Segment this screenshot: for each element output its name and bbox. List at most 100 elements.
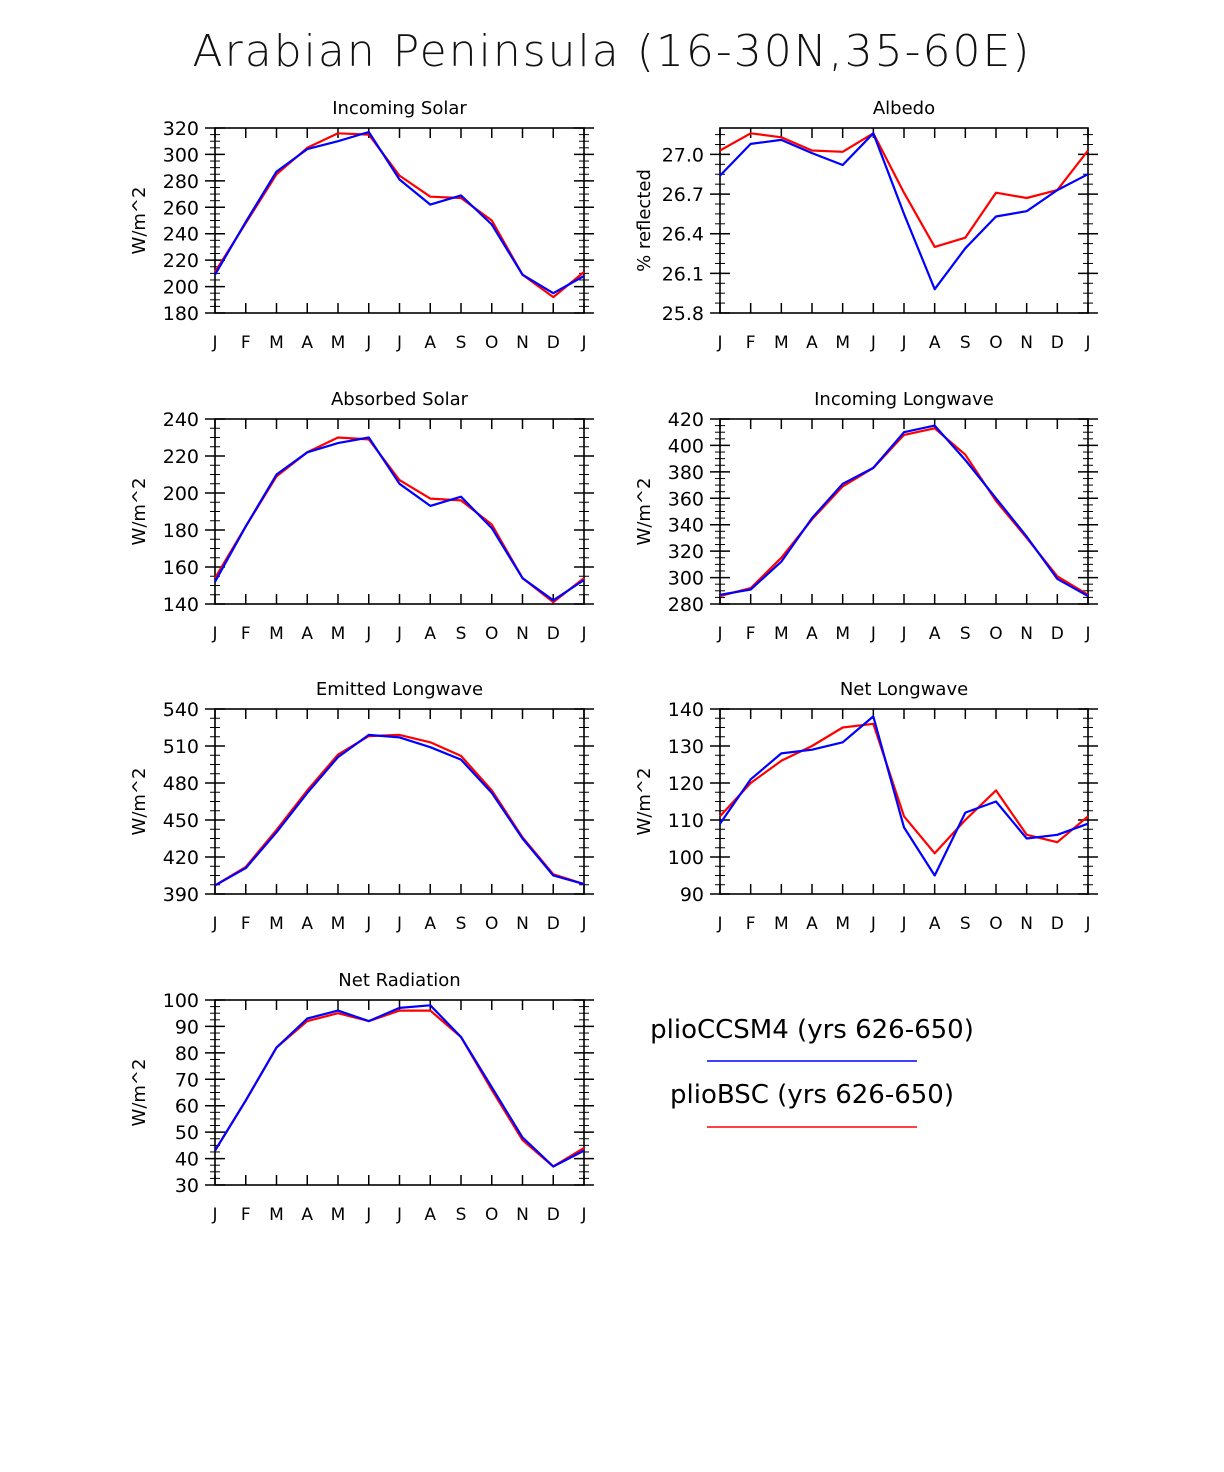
y-tick-label: 50: [175, 1122, 199, 1144]
x-tick-label: N: [1020, 333, 1033, 353]
x-tick-label: J: [580, 1205, 586, 1225]
plot-frame: [719, 708, 1089, 895]
series-line-plioBSC: [719, 722, 1089, 855]
x-tick-label: D: [547, 914, 560, 934]
series-line-pliocCSM4: [719, 424, 1089, 598]
y-tick-label: 200: [163, 483, 199, 505]
x-tick-label: O: [485, 624, 498, 644]
x-tick-label: J: [1084, 624, 1090, 644]
x-tick-label: J: [365, 624, 371, 644]
x-tick-label: A: [929, 624, 941, 644]
x-tick-label: N: [1020, 624, 1033, 644]
x-tick-label: J: [211, 624, 217, 644]
x-tick-label: J: [580, 914, 586, 934]
x-tick-label: F: [241, 333, 251, 353]
y-tick-label: 220: [163, 446, 199, 468]
x-tick-label: J: [1084, 914, 1090, 934]
plot-frame: [214, 127, 585, 314]
y-tick-label: 180: [163, 303, 199, 325]
x-tick-label: S: [456, 914, 467, 934]
x-tick-label: A: [929, 914, 941, 934]
x-tick-label: J: [870, 914, 876, 934]
x-tick-label: D: [1051, 914, 1064, 934]
x-tick-label: J: [211, 1205, 217, 1225]
y-tick-label: 90: [175, 1016, 199, 1038]
y-tick-label: 280: [163, 171, 199, 193]
y-axis-label: W/m^2: [634, 478, 655, 546]
series-line-pliocCSM4: [214, 1004, 585, 1168]
x-tick-label: J: [211, 333, 217, 353]
y-tick-label: 26.4: [662, 224, 704, 246]
y-axis-label: W/m^2: [634, 768, 655, 836]
x-tick-label: J: [580, 624, 586, 644]
x-tick-label: A: [424, 333, 436, 353]
x-tick-label: S: [960, 624, 971, 644]
y-tick-label: 180: [163, 520, 199, 542]
x-tick-label: N: [516, 333, 529, 353]
x-tick-label: A: [424, 1205, 436, 1225]
figure-title: Arabian Peninsula (16-30N,35-60E): [192, 26, 1032, 77]
y-tick-label: 300: [163, 144, 199, 166]
x-tick-label: O: [989, 624, 1002, 644]
x-tick-label: A: [301, 333, 313, 353]
x-tick-label: M: [331, 624, 346, 644]
y-tick-label: 90: [680, 884, 704, 906]
x-tick-label: N: [516, 1205, 529, 1225]
x-tick-label: S: [960, 333, 971, 353]
panel-title: Emitted Longwave: [316, 679, 483, 700]
x-tick-label: S: [456, 624, 467, 644]
x-tick-label: A: [806, 624, 818, 644]
x-tick-label: J: [900, 333, 906, 353]
x-tick-label: A: [301, 1205, 313, 1225]
panel-title: Absorbed Solar: [331, 389, 469, 410]
x-tick-label: F: [746, 333, 756, 353]
x-tick-label: D: [547, 333, 560, 353]
x-tick-label: D: [547, 1205, 560, 1225]
y-tick-label: 130: [668, 736, 704, 758]
x-tick-label: J: [716, 914, 722, 934]
y-tick-label: 110: [668, 810, 704, 832]
y-tick-label: 140: [163, 594, 199, 616]
panel-title: Net Radiation: [338, 970, 460, 991]
x-tick-label: M: [835, 914, 850, 934]
x-tick-label: D: [547, 624, 560, 644]
panel-incoming-solar: J F M A M J J A S O N D J180200220240260280300320Inc…: [129, 98, 594, 353]
y-axis-label: W/m^2: [129, 768, 150, 836]
x-tick-label: M: [835, 624, 850, 644]
y-tick-label: 540: [163, 699, 199, 721]
x-tick-label: M: [774, 624, 789, 644]
series-line-pliocCSM4: [214, 733, 585, 887]
y-tick-label: 26.7: [662, 184, 704, 206]
x-tick-label: M: [269, 624, 284, 644]
x-tick-label: M: [331, 914, 346, 934]
x-tick-label: F: [241, 1205, 251, 1225]
y-tick-label: 450: [163, 810, 199, 832]
series-line-plioBSC: [719, 427, 1089, 598]
y-axis-label: W/m^2: [129, 1059, 150, 1127]
y-tick-label: 140: [668, 699, 704, 721]
series-line-plioBSC: [214, 436, 585, 604]
series-line-pliocCSM4: [719, 715, 1089, 877]
x-tick-label: N: [516, 914, 529, 934]
x-tick-label: O: [485, 1205, 498, 1225]
x-tick-label: J: [365, 914, 371, 934]
y-axis-label: % reflected: [634, 169, 655, 272]
y-tick-label: 420: [163, 847, 199, 869]
panel-absorbed-solar: J F M A M J J A S O N D J140160180200220240Absorbed …: [129, 389, 594, 644]
x-tick-label: J: [365, 1205, 371, 1225]
x-tick-label: A: [806, 914, 818, 934]
x-tick-label: A: [424, 914, 436, 934]
x-tick-label: J: [211, 914, 217, 934]
x-tick-label: A: [301, 624, 313, 644]
y-tick-label: 480: [163, 773, 199, 795]
y-tick-label: 240: [163, 409, 199, 431]
series-line-plioBSC: [214, 733, 585, 887]
x-tick-label: M: [774, 914, 789, 934]
y-axis-label: W/m^2: [129, 478, 150, 546]
y-tick-label: 300: [668, 568, 704, 590]
x-tick-label: F: [241, 624, 251, 644]
y-tick-label: 100: [163, 990, 199, 1012]
x-tick-label: S: [456, 1205, 467, 1225]
